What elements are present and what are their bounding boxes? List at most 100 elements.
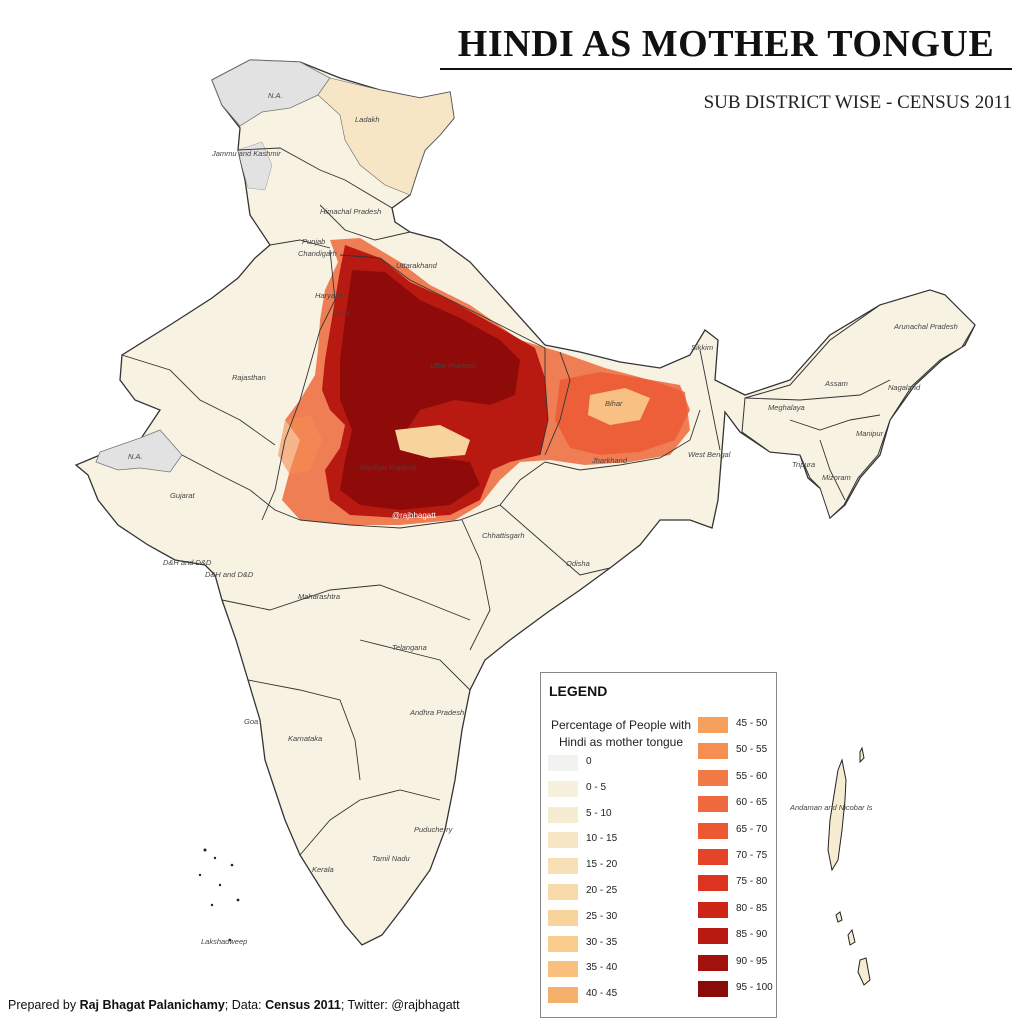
label-arunachal: Arunachal Pradesh xyxy=(893,322,958,331)
label-andaman: Andaman and Nicobar Is xyxy=(789,803,873,812)
legend-swatch xyxy=(698,875,728,892)
lakshadweep-islands xyxy=(198,848,240,942)
credit-author: Raj Bhagat Palanichamy xyxy=(79,998,225,1012)
legend-label: 45 - 50 xyxy=(736,718,768,729)
label-kerala: Kerala xyxy=(312,865,334,874)
credit-line: Prepared by Raj Bhagat Palanichamy; Data… xyxy=(8,998,460,1012)
legend-label: 90 - 95 xyxy=(736,955,768,967)
title-underline xyxy=(440,68,1012,70)
legend-swatch xyxy=(698,928,728,945)
ladakh-region xyxy=(317,77,455,196)
credit-data-source: Census 2011 xyxy=(265,998,341,1012)
label-goa: Goa xyxy=(244,717,258,726)
credit-data-label: ; Data: xyxy=(224,998,266,1012)
legend-label: 5 - 10 xyxy=(586,807,612,819)
na-region-north-2 xyxy=(237,141,273,191)
label-uttar-pradesh: Uttar Pradesh xyxy=(430,361,476,370)
label-odisha: Odisha xyxy=(566,559,590,568)
credit-twitter: @rajbhagatt xyxy=(391,998,460,1012)
legend-swatch xyxy=(698,981,728,997)
label-bihar: Bihar xyxy=(605,399,623,408)
na-region-north xyxy=(211,59,331,127)
label-rajasthan: Rajasthan xyxy=(232,373,266,382)
label-himachal: Himachal Pradesh xyxy=(320,207,381,216)
label-mizoram: Mizoram xyxy=(822,473,851,482)
legend-box: LEGEND Percentage of People with Hindi a… xyxy=(540,672,777,1018)
credit-prefix: Prepared by xyxy=(8,998,80,1012)
label-na-west: N.A. xyxy=(128,452,143,461)
legend-label: 25 - 30 xyxy=(586,910,618,922)
legend-label: 15 - 20 xyxy=(586,859,618,871)
legend-label: 30 - 35 xyxy=(586,936,618,948)
map-subtitle: SUB DISTRICT WISE - CENSUS 2011 xyxy=(703,92,1012,113)
legend-label: 10 - 15 xyxy=(586,833,618,845)
state-borders xyxy=(121,147,891,856)
legend-label: 80 - 85 xyxy=(736,902,768,914)
label-assam: Assam xyxy=(824,379,848,388)
label-karnataka: Karnataka xyxy=(288,734,322,743)
legend-label: 50 - 55 xyxy=(736,744,768,756)
legend-swatch xyxy=(698,717,728,733)
legend-label: 65 - 70 xyxy=(736,823,768,835)
label-sikkim: Sikkim xyxy=(691,343,713,352)
label-jharkhand: Jharkhand xyxy=(591,456,628,465)
legend-label: 20 - 25 xyxy=(586,885,618,896)
andaman-islands xyxy=(827,746,871,986)
legend-label: 55 - 60 xyxy=(736,770,768,782)
legend-label: 0 - 5 xyxy=(586,781,607,793)
legend-label: 35 - 40 xyxy=(586,962,618,974)
legend-swatch xyxy=(548,858,578,875)
label-nagaland: Nagaland xyxy=(888,383,921,392)
bihar-light xyxy=(588,388,650,425)
legend-subtitle-line1: Percentage of People with xyxy=(550,718,692,732)
label-chandigarh: Chandigarh xyxy=(298,249,337,258)
legend-swatch xyxy=(698,796,728,813)
label-lakshadweep: Lakshadweep xyxy=(201,937,247,946)
northeast-region xyxy=(741,289,976,519)
legend-swatch xyxy=(548,832,578,849)
label-maharashtra: Maharashtra xyxy=(298,592,340,601)
legend-title: LEGEND xyxy=(549,683,608,699)
mp-light-pocket xyxy=(395,425,470,458)
legend-subtitle-line2: Hindi as mother tongue xyxy=(558,735,684,749)
legend-swatch xyxy=(698,769,728,786)
legend-swatch xyxy=(548,935,578,952)
legend-label: 40 - 45 xyxy=(586,988,618,1000)
legend-label: 0 xyxy=(586,756,592,767)
legend-subtitle: Percentage of People with Hindi as mothe… xyxy=(546,717,696,751)
label-andhra: Andhra Pradesh xyxy=(409,708,464,717)
label-ladakh: Ladakh xyxy=(355,115,380,124)
legend-swatch xyxy=(548,780,578,797)
credit-twitter-label: ; Twitter: xyxy=(340,998,392,1012)
legend-swatch xyxy=(698,901,728,918)
label-meghalaya: Meghalaya xyxy=(768,403,805,412)
legend-swatch xyxy=(698,954,728,971)
na-region-west xyxy=(95,429,183,473)
map-title: HINDI AS MOTHER TONGUE xyxy=(457,23,995,65)
legend-swatch xyxy=(548,884,578,900)
label-telangana: Telangana xyxy=(392,643,427,652)
hindi-belt-deep xyxy=(340,270,520,510)
legend-swatch xyxy=(548,755,578,771)
label-west-bengal: West Bengal xyxy=(688,450,731,459)
label-tripura: Tripura xyxy=(792,460,815,469)
legend-label: 70 - 75 xyxy=(736,850,768,861)
label-haryana: Haryana xyxy=(315,291,343,300)
legend-swatch xyxy=(548,806,578,823)
label-madhya-pradesh: Madhya Pradesh xyxy=(360,463,417,472)
legend-swatch xyxy=(548,961,578,978)
label-dh-dd-2: D&H and D&D xyxy=(205,570,254,579)
india-outline xyxy=(74,59,976,946)
label-manipur: Manipur xyxy=(856,429,884,438)
legend-label: 85 - 90 xyxy=(736,929,768,941)
label-na-north: N.A. xyxy=(268,91,283,100)
legend-swatch xyxy=(698,743,728,760)
label-uttarakhand: Uttarakhand xyxy=(396,261,438,270)
legend-swatch xyxy=(548,909,578,926)
legend-label: 60 - 65 xyxy=(736,797,768,809)
label-delhi: Delhi xyxy=(333,309,350,318)
legend-swatch xyxy=(698,849,728,865)
legend-label: 75 - 80 xyxy=(736,876,768,888)
label-puducherry: Puducherry xyxy=(414,825,454,834)
